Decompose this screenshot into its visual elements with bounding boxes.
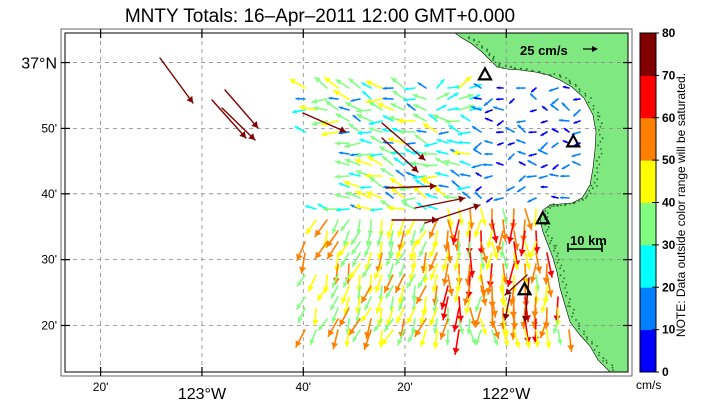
x-tick-label: 20' <box>397 380 413 394</box>
colorbar-segment <box>640 75 656 118</box>
map-title: MNTY Totals: 16–Apr–2011 12:00 GMT+0.000 <box>40 6 600 28</box>
saturation-note: NOTE: Data outside color range will be s… <box>674 73 688 337</box>
colorbar-tick-label: 0 <box>662 365 669 379</box>
x-tick-label: 123°W <box>178 386 227 403</box>
colorbar-segment <box>640 245 656 288</box>
colorbar-segment <box>640 160 656 203</box>
scale-bar-label: 10 km <box>570 233 607 248</box>
y-tick-label: 37°N <box>21 56 57 73</box>
colorbar-segment <box>640 118 656 161</box>
colorbar-segment <box>640 33 656 76</box>
colorbar-segment <box>640 287 656 330</box>
y-tick-label: 30' <box>41 253 57 267</box>
colorbar-unit: cm/s <box>636 378 661 392</box>
ocean-area <box>65 33 628 372</box>
y-tick-label: 50' <box>41 121 57 135</box>
scale-arrow-label: 25 cm/s <box>520 43 568 58</box>
x-tick-label: 122°W <box>482 386 531 403</box>
colorbar-tick-label: 80 <box>662 26 676 40</box>
colorbar-segment <box>640 203 656 246</box>
colorbar-segment <box>640 330 656 373</box>
x-tick-label: 40' <box>295 380 311 394</box>
plot-area: 25 cm/s 10 km <box>65 33 628 372</box>
x-tick-label: 20' <box>93 380 109 394</box>
y-tick-label: 20' <box>41 318 57 332</box>
y-tick-label: 40' <box>41 187 57 201</box>
